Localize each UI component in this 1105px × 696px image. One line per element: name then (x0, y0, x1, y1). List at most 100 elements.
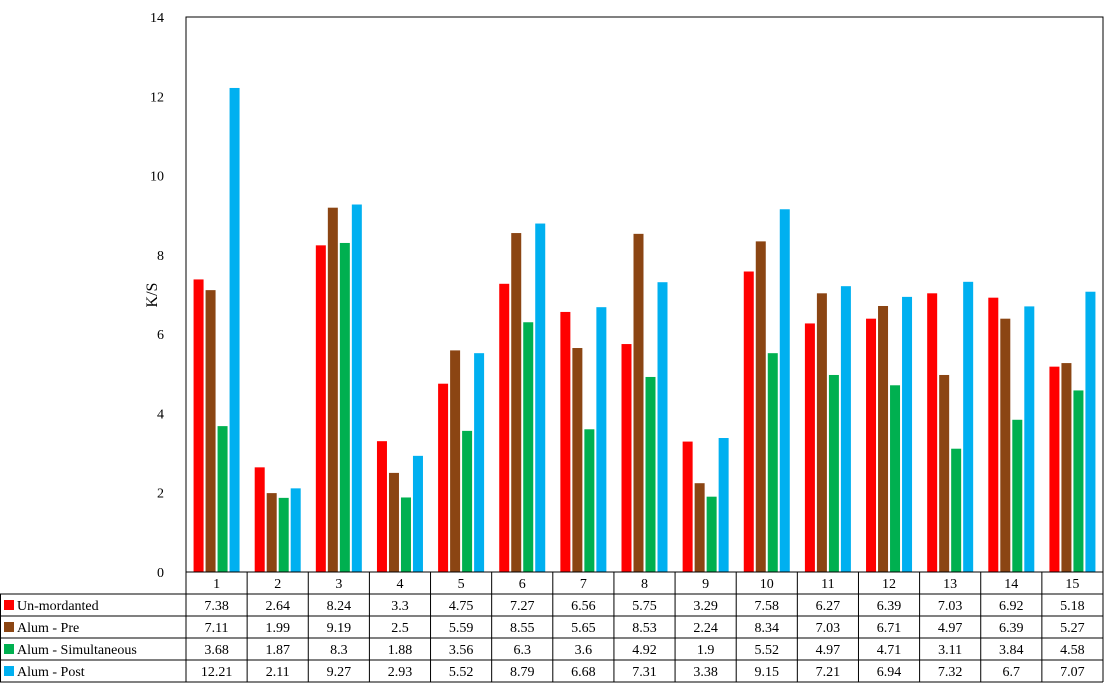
data-table-value: 4.75 (449, 599, 474, 614)
data-table-value: 2.24 (693, 621, 718, 636)
category-label: 15 (1065, 577, 1079, 592)
category-label: 10 (760, 577, 774, 592)
bar (205, 290, 216, 572)
data-table-value: 8.3 (330, 643, 348, 658)
legend-swatch (4, 600, 14, 610)
data-table-value: 4.71 (877, 643, 902, 658)
data-table-value: 2.5 (391, 621, 409, 636)
data-table-value: 7.11 (205, 621, 229, 636)
bar (645, 376, 656, 572)
bar (266, 493, 277, 572)
data-table-value: 6.56 (571, 599, 596, 614)
bar (450, 350, 461, 572)
data-table-value: 9.19 (327, 621, 352, 636)
bar (767, 353, 778, 572)
bar (633, 233, 644, 572)
data-table-value: 3.3 (391, 599, 409, 614)
bar (278, 497, 289, 572)
category-label: 11 (821, 577, 834, 592)
data-table-value: 6.3 (513, 643, 531, 658)
bar (438, 383, 449, 572)
y-axis: 0 2 4 6 8 10 12 14 (150, 11, 164, 581)
y-tick-label: 8 (157, 249, 164, 264)
data-table-value: 12.21 (201, 665, 233, 680)
bar (254, 467, 265, 572)
category-label: 3 (335, 577, 342, 592)
bar (878, 305, 889, 572)
category-label: 8 (641, 577, 648, 592)
bar (229, 87, 240, 572)
data-table-value: 6.39 (999, 621, 1024, 636)
data-table-value: 6.94 (877, 665, 902, 680)
bar (474, 353, 485, 572)
bar (523, 322, 534, 572)
data-table-value: 3.56 (449, 643, 474, 658)
bar (351, 204, 362, 572)
bar (866, 318, 877, 572)
data-table-value: 9.15 (755, 665, 780, 680)
data-table-value: 6.92 (999, 599, 1024, 614)
bar (682, 441, 693, 572)
category-label: 9 (702, 577, 709, 592)
legend-entry: Alum - Post (17, 665, 85, 680)
category-label: 1 (213, 577, 220, 592)
y-tick-label: 12 (150, 90, 164, 105)
category-label: 6 (519, 577, 526, 592)
bar (462, 430, 473, 572)
data-table-value: 4.92 (632, 643, 657, 658)
bar (400, 497, 411, 572)
bar (939, 374, 950, 572)
bar (376, 441, 387, 572)
data-table-value: 6.7 (1003, 665, 1021, 680)
data-table-value: 5.18 (1060, 599, 1085, 614)
bar (621, 344, 632, 572)
category-label: 4 (396, 577, 403, 592)
category-label: 14 (1004, 577, 1018, 592)
category-label: 7 (580, 577, 587, 592)
bar (1024, 306, 1035, 572)
data-table-value: 2.11 (266, 665, 290, 680)
bar (706, 496, 717, 572)
data-table-value: 3.68 (204, 643, 229, 658)
data-table-value: 7.32 (938, 665, 963, 680)
bar (1061, 363, 1072, 572)
data-table-value: 8.24 (327, 599, 352, 614)
bar (511, 233, 522, 572)
data-table-value: 4.97 (816, 643, 841, 658)
data-table-value: 7.27 (510, 599, 535, 614)
data-table-value: 3.38 (693, 665, 718, 680)
legend-swatch (4, 644, 14, 654)
bar (804, 323, 815, 572)
bar (902, 296, 913, 572)
bar (339, 242, 350, 572)
category-label: 12 (882, 577, 896, 592)
data-table-value: 5.27 (1060, 621, 1085, 636)
bar (1085, 291, 1096, 572)
data-table-value: 6.39 (877, 599, 902, 614)
legend-entry: Alum - Simultaneous (17, 643, 137, 658)
data-table-value: 7.38 (204, 599, 229, 614)
data-table-value: 5.75 (632, 599, 657, 614)
data-table-value: 7.03 (816, 621, 841, 636)
data-table-value: 1.99 (265, 621, 290, 636)
bar (290, 488, 301, 572)
data-table-value: 8.55 (510, 621, 535, 636)
legend-entry: Alum - Pre (17, 621, 79, 636)
data-table-value: 8.53 (632, 621, 657, 636)
data-table-value: 5.52 (449, 665, 474, 680)
bar (840, 286, 851, 572)
data-table-value: 1.9 (697, 643, 715, 658)
data-table-value: 6.71 (877, 621, 902, 636)
bar (1073, 390, 1084, 572)
bar (193, 279, 204, 572)
data-table-value: 3.6 (575, 643, 593, 658)
legend-entry: Un-mordanted (17, 599, 99, 614)
bar (927, 293, 938, 572)
y-tick-label: 14 (150, 11, 164, 26)
bar (963, 281, 974, 572)
data-table-value: 8.79 (510, 665, 535, 680)
legend-swatch (4, 622, 14, 632)
y-tick-label: 6 (157, 328, 164, 343)
